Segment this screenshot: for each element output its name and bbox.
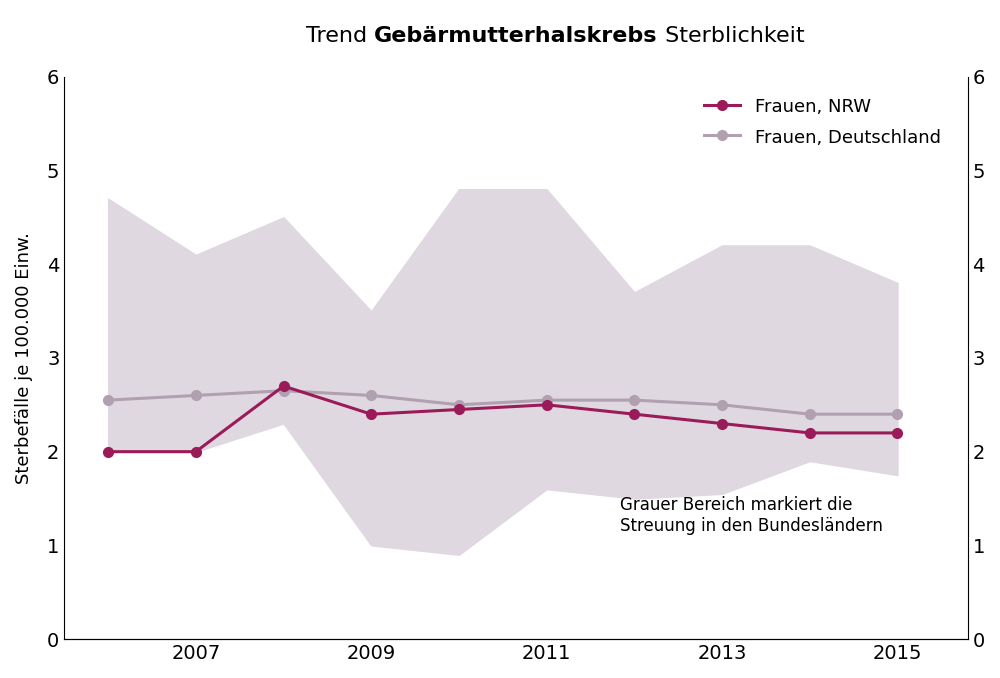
Text: Sterblichkeit: Sterblichkeit [658, 26, 804, 46]
Frauen, Deutschland [804, 410, 816, 418]
Text: Gebärmutterhalskrebs: Gebärmutterhalskrebs [374, 26, 658, 46]
Line: Frauen, NRW: Frauen, NRW [103, 381, 902, 456]
Text: Trend: Trend [306, 26, 374, 46]
Frauen, Deutschland [365, 391, 377, 399]
Frauen, Deutschland [102, 396, 114, 404]
Line: Frauen, Deutschland: Frauen, Deutschland [103, 386, 902, 419]
Frauen, NRW [628, 410, 640, 418]
Y-axis label: Sterbefälle je 100.000 Einw.: Sterbefälle je 100.000 Einw. [15, 232, 33, 484]
Frauen, Deutschland [541, 396, 553, 404]
Frauen, NRW [804, 429, 816, 437]
Legend: Frauen, NRW, Frauen, Deutschland: Frauen, NRW, Frauen, Deutschland [704, 97, 941, 146]
Frauen, Deutschland [716, 401, 728, 409]
Frauen, NRW [891, 429, 903, 437]
Frauen, NRW [716, 420, 728, 428]
Text: Grauer Bereich markiert die
Streuung in den Bundesländern: Grauer Bereich markiert die Streuung in … [620, 496, 883, 535]
Frauen, NRW [453, 405, 465, 414]
Frauen, Deutschland [891, 410, 903, 418]
Frauen, Deutschland [628, 396, 640, 404]
Frauen, NRW [190, 447, 202, 456]
Frauen, NRW [541, 401, 553, 409]
Frauen, NRW [365, 410, 377, 418]
Frauen, Deutschland [278, 386, 290, 395]
Frauen, Deutschland [453, 401, 465, 409]
Frauen, Deutschland [190, 391, 202, 399]
Frauen, NRW [102, 447, 114, 456]
Frauen, NRW [278, 382, 290, 390]
